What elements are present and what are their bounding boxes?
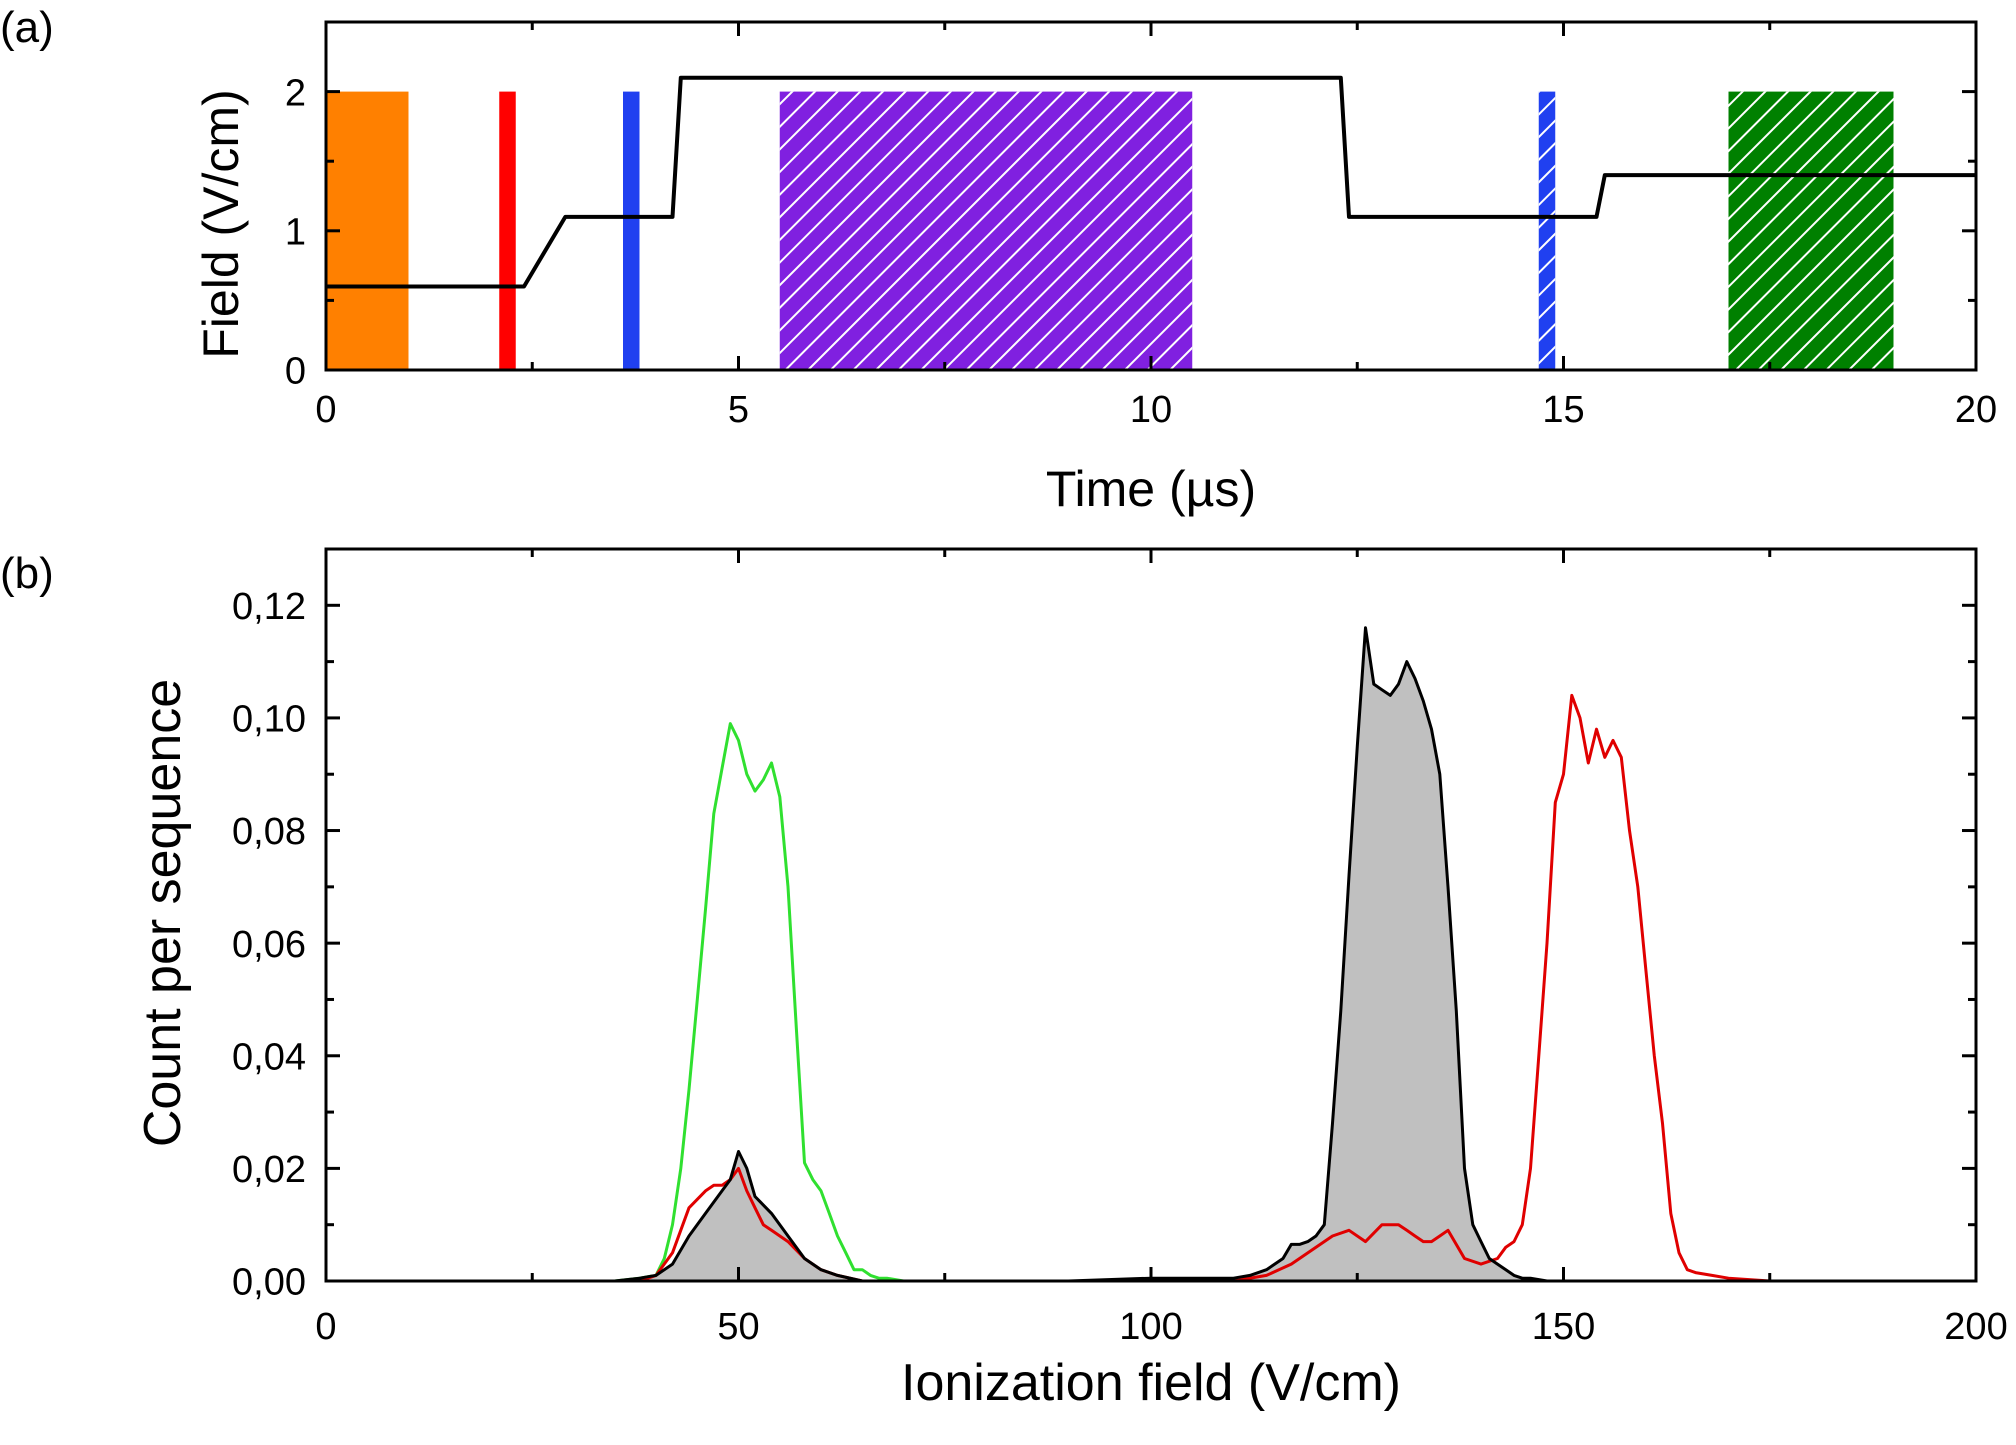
b-y-tick-label: 0,12 xyxy=(232,586,306,628)
y-axis-label-a: Field (V/cm) xyxy=(193,89,249,358)
series-line-1 xyxy=(573,693,1869,1283)
pulse-bar-hatch xyxy=(1728,91,1894,370)
series-line-2 xyxy=(573,722,1869,1283)
b-x-tick-label: 0 xyxy=(315,1306,336,1348)
panel-a-axes: 0 5 10 15 20 0 1 2 xyxy=(285,20,1997,431)
pulse-bars xyxy=(326,91,1894,370)
a-y-tick-label: 2 xyxy=(285,72,306,114)
panel-b-axes: 0 50 100 150 200 0,00 0,02 0,04 0,06 0,08 0,10 0,12 xyxy=(232,547,2008,1348)
panel-b: (b) 0 50 100 150 200 0,00 0,02 0,04 0,06 0,08 0,10… xyxy=(0,547,2008,1412)
a-x-tick-label: 10 xyxy=(1130,389,1172,431)
b-y-tick-label: 0,02 xyxy=(232,1149,306,1191)
pulse-bar xyxy=(623,91,640,370)
b-x-tick-label: 200 xyxy=(1944,1306,2007,1348)
a-y-tick-label: 0 xyxy=(285,351,306,393)
b-y-tick-label: 0,10 xyxy=(232,699,306,741)
b-x-tick-label: 100 xyxy=(1119,1306,1182,1348)
series-line-0 xyxy=(573,626,1869,1283)
a-x-tick-label: 20 xyxy=(1955,389,1997,431)
b-y-tick-label: 0,04 xyxy=(232,1036,306,1078)
y-axis-label-b: Count per sequence xyxy=(134,679,192,1147)
b-y-tick-label: 0,00 xyxy=(232,1262,306,1304)
a-x-tick-label: 0 xyxy=(315,389,336,431)
pulse-bar xyxy=(499,91,516,370)
b-x-tick-label: 50 xyxy=(717,1306,759,1348)
panel-label-b: (b) xyxy=(0,549,54,598)
a-x-tick-label: 15 xyxy=(1542,389,1584,431)
pulse-bar-hatch xyxy=(1538,91,1556,370)
series-fill-0 xyxy=(573,627,1869,1281)
panel-a: (a) 0 5 10 15 20 0 1 2 Time (µs) Field (V/cm) xyxy=(0,3,1997,517)
b-y-tick-label: 0,06 xyxy=(232,924,306,966)
b-frame xyxy=(324,547,1978,1283)
x-axis-label-a: Time (µs) xyxy=(1046,461,1256,517)
x-axis-label-b: Ionization field (V/cm) xyxy=(901,1354,1401,1412)
a-x-tick-label: 5 xyxy=(728,389,749,431)
b-y-tick-label: 0,08 xyxy=(232,811,306,853)
panel-label-a: (a) xyxy=(0,3,54,52)
a-y-tick-label: 1 xyxy=(285,211,306,253)
pulse-bar-hatch xyxy=(779,91,1193,370)
spectrum-series xyxy=(573,626,1869,1283)
field-ramp-line xyxy=(326,75,1976,289)
b-x-tick-label: 150 xyxy=(1532,1306,1595,1348)
